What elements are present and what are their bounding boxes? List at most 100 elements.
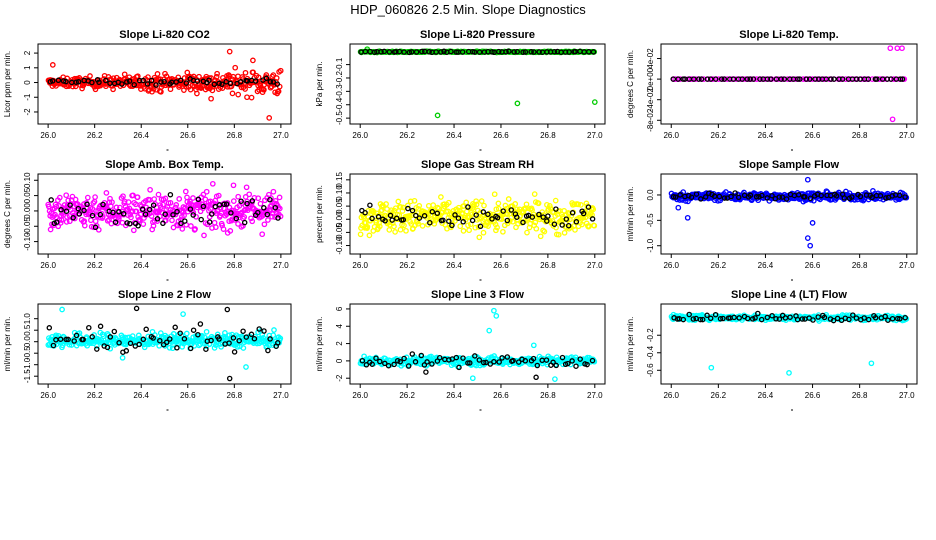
data-point <box>272 204 279 211</box>
y-tick-label: 0.10 <box>335 185 344 201</box>
y-tick-label: -0.10 <box>335 236 344 255</box>
plot-frame <box>37 303 292 385</box>
data-point <box>116 340 122 346</box>
data-point <box>732 190 738 196</box>
data-point <box>386 49 393 55</box>
data-point <box>590 49 597 55</box>
data-point <box>477 223 484 230</box>
data-point <box>520 209 527 216</box>
data-point <box>184 69 191 76</box>
data-point <box>899 76 906 82</box>
data-point <box>531 191 538 197</box>
data-point <box>472 224 479 231</box>
data-point <box>712 311 719 318</box>
data-point <box>241 219 248 226</box>
y-tick-label: -0.3 <box>335 84 344 98</box>
data-point <box>119 81 125 87</box>
x-tick-label: 26.6 <box>805 261 821 270</box>
data-points <box>357 191 598 241</box>
data-point <box>158 79 164 85</box>
data-point <box>267 79 274 85</box>
data-point <box>473 212 479 218</box>
data-point <box>494 214 501 221</box>
data-point <box>849 194 855 200</box>
chart-title: Slope Sample Flow <box>739 159 840 171</box>
data-point <box>591 222 598 229</box>
outlier-point <box>807 242 814 249</box>
data-point <box>363 362 370 368</box>
data-point <box>499 355 505 361</box>
data-point <box>121 71 128 78</box>
data-point <box>575 201 582 208</box>
data-point <box>839 76 846 82</box>
data-point <box>412 359 419 365</box>
data-point <box>263 72 270 78</box>
data-point <box>173 79 179 85</box>
data-point <box>209 180 216 187</box>
data-point <box>261 86 267 93</box>
series-2-5-min <box>358 48 597 56</box>
data-point <box>573 219 580 225</box>
outlier-point <box>208 95 214 102</box>
data-point <box>162 211 168 217</box>
y-axis-label: ml/min per min. <box>626 187 635 242</box>
data-point <box>214 207 221 214</box>
plot-frame <box>660 43 918 125</box>
data-point <box>89 334 95 340</box>
data-points <box>670 45 908 123</box>
data-point <box>842 76 849 82</box>
data-point <box>140 221 147 227</box>
data-point <box>491 358 497 365</box>
data-point <box>195 331 201 338</box>
data-point <box>103 77 109 84</box>
data-point <box>491 191 498 198</box>
outlier-point <box>530 342 537 349</box>
data-point <box>448 48 454 55</box>
data-point <box>136 77 143 84</box>
data-point <box>89 79 95 86</box>
data-point <box>688 194 695 200</box>
data-point <box>466 227 472 234</box>
data-point <box>275 215 281 221</box>
y-axis-label: ml/min per min. <box>315 317 324 372</box>
data-point <box>208 337 214 344</box>
data-point <box>408 49 415 55</box>
data-point <box>242 194 249 200</box>
data-point <box>561 229 568 236</box>
data-point <box>151 196 158 202</box>
data-point <box>530 355 537 362</box>
data-point <box>889 315 896 322</box>
data-point <box>510 357 516 364</box>
y-tick-label: 2 <box>23 50 32 55</box>
data-point <box>150 335 156 341</box>
plot-frame <box>660 303 918 385</box>
data-point <box>81 222 88 229</box>
y-tick-label: -0.5 <box>646 213 655 227</box>
data-point <box>256 326 262 332</box>
data-point <box>569 358 575 364</box>
chart-panel-1: Slope Li-820 CO2 Licor ppm per min. 26.0 26… <box>3 29 292 151</box>
data-point <box>452 212 458 218</box>
x-tick-label: 26.2 <box>711 261 727 270</box>
data-points <box>45 305 284 382</box>
data-point <box>589 357 596 364</box>
data-point <box>677 192 683 198</box>
data-point <box>198 216 204 223</box>
x-tick-label: 26.2 <box>87 261 103 270</box>
data-point <box>63 336 69 343</box>
data-point <box>692 76 699 82</box>
data-point <box>233 215 240 222</box>
data-point <box>392 229 398 235</box>
data-point <box>500 228 506 235</box>
data-point <box>418 352 425 359</box>
data-point <box>426 49 432 55</box>
data-point <box>261 205 267 211</box>
data-point <box>438 49 444 55</box>
data-point <box>425 202 432 209</box>
data-point <box>116 209 122 215</box>
data-point <box>148 213 155 219</box>
data-point <box>190 327 197 333</box>
data-point <box>504 354 511 360</box>
data-point <box>136 341 142 348</box>
data-point <box>752 315 758 321</box>
